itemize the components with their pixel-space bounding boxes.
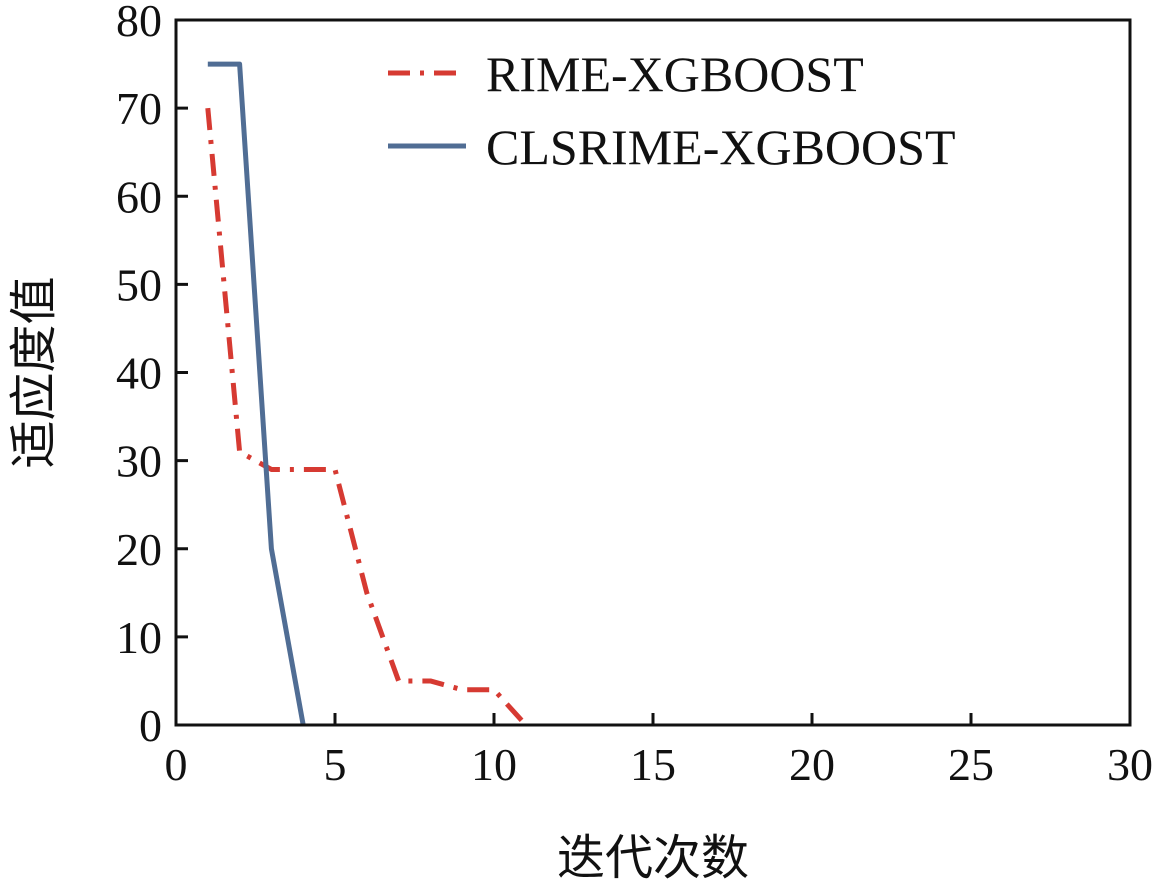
x-tick-label: 30 bbox=[1107, 739, 1153, 790]
y-tick-label: 20 bbox=[116, 524, 162, 575]
x-tick-label: 25 bbox=[948, 739, 994, 790]
legend: RIME-XGBOOST CLSRIME-XGBOOST bbox=[388, 46, 955, 175]
x-tick-label: 15 bbox=[630, 739, 676, 790]
x-axis-title: 迭代次数 bbox=[557, 830, 749, 886]
y-tick-label: 70 bbox=[116, 83, 162, 134]
y-tick-label: 50 bbox=[116, 259, 162, 310]
y-tick-label: 40 bbox=[116, 348, 162, 399]
y-tick-label: 30 bbox=[116, 436, 162, 487]
y-axis-title: 适应度值 bbox=[6, 276, 62, 468]
x-tick-label: 0 bbox=[165, 739, 188, 790]
legend-label: RIME-XGBOOST bbox=[486, 46, 864, 102]
y-tick-label: 0 bbox=[139, 700, 162, 751]
x-tick-label: 10 bbox=[471, 739, 517, 790]
x-tick-label: 5 bbox=[324, 739, 347, 790]
y-tick-label: 80 bbox=[116, 0, 162, 46]
series-line-clsrime-xgboost bbox=[207, 61, 306, 726]
x-tick-label: 20 bbox=[789, 739, 835, 790]
series-line-rime-xgboost bbox=[205, 107, 528, 727]
x-axis-ticks: 0 5 10 15 20 25 30 bbox=[165, 713, 1153, 790]
y-tick-label: 60 bbox=[116, 171, 162, 222]
plot-lines bbox=[205, 61, 528, 727]
y-tick-label: 10 bbox=[116, 612, 162, 663]
legend-label: CLSRIME-XGBOOST bbox=[486, 119, 955, 175]
y-axis-ticks: 0 10 20 30 40 50 60 70 80 bbox=[116, 0, 188, 751]
